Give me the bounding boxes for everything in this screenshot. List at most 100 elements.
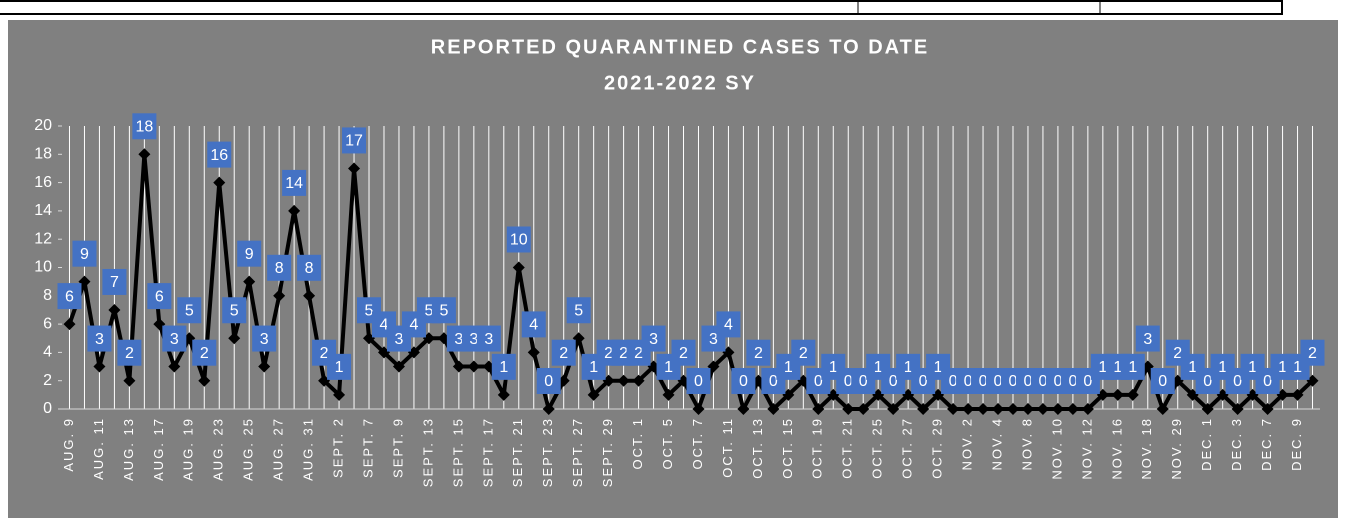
marker xyxy=(767,403,780,415)
x-tick-label: AUG. 27 xyxy=(271,417,286,481)
x-tick-label: AUG. 19 xyxy=(181,417,196,481)
data-label: 0 xyxy=(964,373,973,390)
data-label-box xyxy=(551,339,576,366)
data-label: 0 xyxy=(1233,373,1242,390)
data-label-box xyxy=(536,368,561,394)
data-label-box xyxy=(1135,325,1160,352)
data-label: 2 xyxy=(1173,345,1182,362)
data-label: 1 xyxy=(904,359,913,376)
marker xyxy=(947,403,960,415)
x-tick-label: OCT. 29 xyxy=(930,417,945,479)
x-tick-label: OCT. 5 xyxy=(660,417,675,469)
marker xyxy=(258,360,271,373)
data-label: 3 xyxy=(1143,331,1152,348)
data-label: 5 xyxy=(439,302,448,319)
y-tick-label: 8 xyxy=(43,287,52,304)
x-tick-label: AUG. 11 xyxy=(91,417,106,480)
data-label: 1 xyxy=(1293,359,1302,376)
chart-title: REPORTED QUARANTINED CASES TO DATE xyxy=(431,36,929,58)
x-tick-label: OCT. 11 xyxy=(720,417,735,478)
x-tick-label: OCT. 15 xyxy=(780,417,795,479)
data-label-box xyxy=(192,339,217,366)
x-tick-label: AUG. 23 xyxy=(211,417,226,481)
data-label: 1 xyxy=(335,359,344,376)
x-tick-label: OCT. 13 xyxy=(750,417,765,479)
data-label: 3 xyxy=(95,331,104,348)
x-tick-label: NOV. 16 xyxy=(1109,417,1124,480)
y-tick-label: 16 xyxy=(34,174,52,191)
data-label-box xyxy=(686,368,711,394)
marker xyxy=(288,204,301,217)
data-label-box xyxy=(162,325,187,352)
x-tick-label: SEPT. 21 xyxy=(510,417,525,487)
x-tick-label: AUG. 25 xyxy=(241,417,256,481)
x-tick-label: NOV. 18 xyxy=(1139,417,1154,480)
data-label: 2 xyxy=(619,345,628,362)
data-label: 2 xyxy=(125,345,134,362)
marker xyxy=(1051,403,1064,415)
marker xyxy=(1066,403,1079,415)
data-label: 1 xyxy=(1278,359,1287,376)
data-label: 0 xyxy=(1038,373,1047,390)
chart-subtitle: 2021-2022 SY xyxy=(604,72,756,94)
data-label-box xyxy=(641,325,666,352)
x-tick-label: OCT. 1 xyxy=(630,417,645,469)
marker xyxy=(123,374,136,387)
data-label: 0 xyxy=(769,373,778,390)
x-tick-label: OCT. 21 xyxy=(840,417,855,479)
x-tick-label: OCT. 7 xyxy=(690,417,705,469)
data-label: 1 xyxy=(829,359,838,376)
data-label-box xyxy=(491,353,516,380)
x-tick-label: OCT. 19 xyxy=(810,417,825,479)
data-label: 2 xyxy=(200,345,209,362)
data-label: 3 xyxy=(649,331,658,348)
data-label: 3 xyxy=(170,331,179,348)
x-tick-label: SEPT. 29 xyxy=(600,417,615,487)
marker xyxy=(63,318,76,331)
data-label-box xyxy=(222,297,247,324)
data-label: 2 xyxy=(559,345,568,362)
data-label: 0 xyxy=(544,373,553,390)
marker xyxy=(1036,403,1049,415)
marker xyxy=(812,403,825,415)
data-label: 3 xyxy=(484,331,493,348)
data-label-box xyxy=(566,297,591,324)
marker xyxy=(213,176,226,189)
data-label: 0 xyxy=(694,373,703,390)
data-label-box xyxy=(297,254,322,281)
data-label: 3 xyxy=(469,331,478,348)
data-label: 5 xyxy=(365,302,374,319)
data-label: 1 xyxy=(784,359,793,376)
chart-area xyxy=(8,20,1338,518)
data-label: 0 xyxy=(889,373,898,390)
data-label: 5 xyxy=(185,302,194,319)
marker xyxy=(273,289,286,302)
marker xyxy=(108,303,121,316)
data-label-box xyxy=(237,240,262,267)
marker xyxy=(168,360,181,373)
data-label: 4 xyxy=(380,317,389,334)
marker xyxy=(632,374,645,387)
x-tick-label: AUG. 31 xyxy=(301,417,316,481)
data-label: 10 xyxy=(510,232,528,249)
data-label: 0 xyxy=(919,373,928,390)
data-label: 4 xyxy=(409,317,418,334)
marker xyxy=(1201,403,1214,415)
data-label: 6 xyxy=(65,288,74,305)
data-label: 3 xyxy=(260,331,269,348)
data-label: 8 xyxy=(305,260,314,277)
x-tick-label: NOV. 8 xyxy=(1019,417,1034,470)
x-tick-label: SEPT. 17 xyxy=(480,417,495,487)
x-tick-label: DEC. 3 xyxy=(1229,417,1244,471)
marker xyxy=(917,403,930,415)
data-label: 1 xyxy=(1248,359,1257,376)
x-tick-label: AUG. 13 xyxy=(121,417,136,481)
data-label-box xyxy=(746,339,771,366)
data-label: 18 xyxy=(135,119,153,136)
data-label-box xyxy=(177,297,202,324)
data-label: 4 xyxy=(724,317,733,334)
data-label: 8 xyxy=(275,260,284,277)
data-label: 0 xyxy=(994,373,1003,390)
marker xyxy=(1021,403,1034,415)
